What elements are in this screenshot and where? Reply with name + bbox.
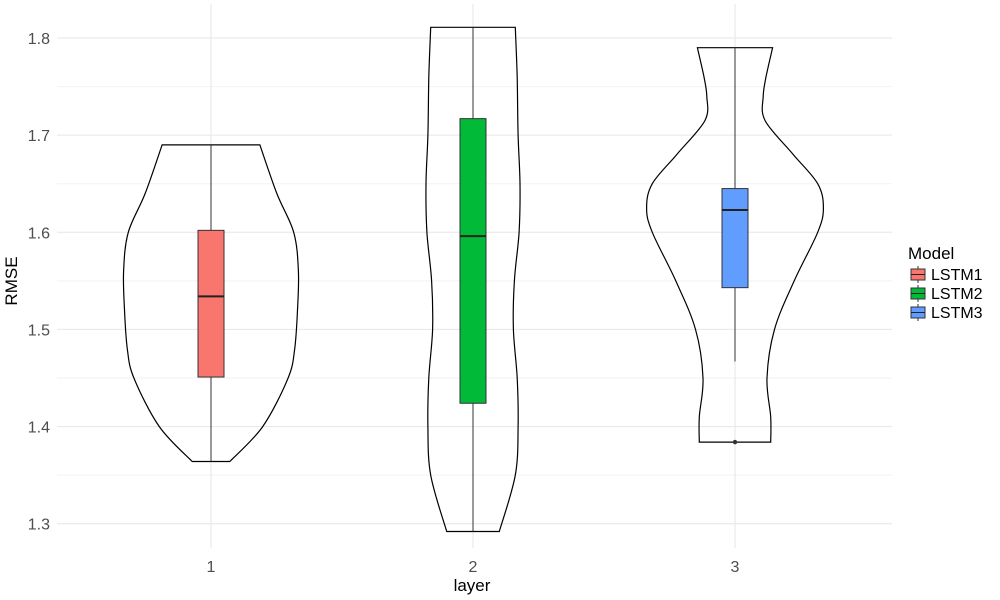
violin-lstm1 xyxy=(122,144,300,463)
y-tick-label: 1.8 xyxy=(28,31,50,48)
violin-lstm3 xyxy=(645,47,825,443)
x-tick-label: 3 xyxy=(731,559,740,576)
violins xyxy=(122,26,825,533)
legend-title: Model xyxy=(908,244,954,263)
legend-key-lstm1 xyxy=(910,266,926,283)
y-axis-ticks: 1.3 1.4 1.5 1.6 1.7 1.8 xyxy=(28,31,50,534)
legend-label: LSTM2 xyxy=(931,286,983,303)
y-axis-title: RMSE xyxy=(2,256,21,305)
x-axis-title: layer xyxy=(454,576,491,595)
y-tick-label: 1.5 xyxy=(28,322,50,339)
x-tick-label: 1 xyxy=(207,559,216,576)
x-axis-ticks: 1 2 3 xyxy=(207,559,740,576)
outlier-point xyxy=(732,439,738,445)
y-tick-label: 1.6 xyxy=(28,225,50,242)
box-lstm3 xyxy=(721,188,749,289)
boxplots xyxy=(197,27,749,532)
legend-key-lstm3 xyxy=(910,304,926,321)
x-tick-label: 2 xyxy=(469,559,478,576)
y-tick-label: 1.7 xyxy=(28,128,50,145)
y-tick-label: 1.3 xyxy=(28,517,50,534)
box-lstm1 xyxy=(197,229,225,378)
legend-label: LSTM1 xyxy=(931,267,983,284)
box-lstm2 xyxy=(459,118,487,404)
violin-lstm2 xyxy=(425,26,521,533)
y-tick-label: 1.4 xyxy=(28,420,50,437)
legend-label: LSTM3 xyxy=(931,305,983,322)
legend-key-lstm2 xyxy=(910,285,926,302)
legend: Model LSTM1 LSTM2 LSTM3 xyxy=(908,244,983,322)
